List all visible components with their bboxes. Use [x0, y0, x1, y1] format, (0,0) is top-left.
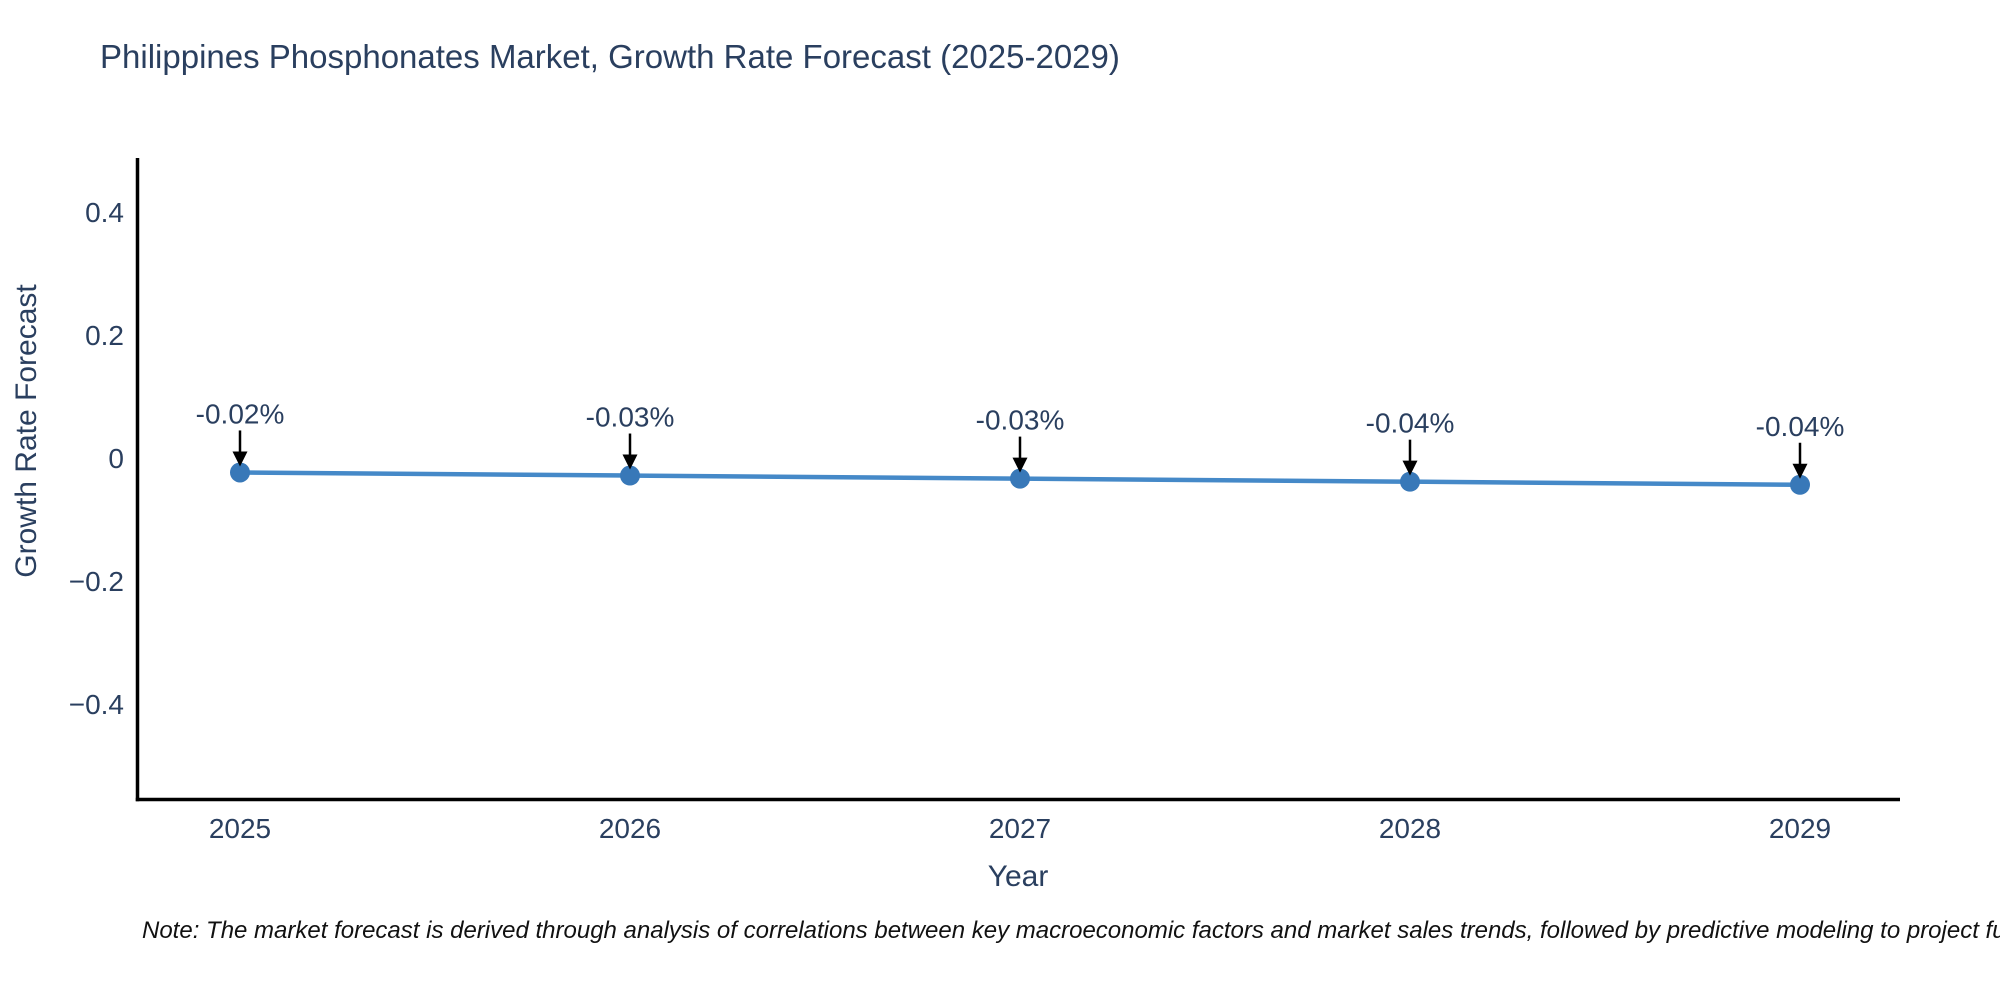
- chart-title: Philippines Phosphonates Market, Growth …: [100, 38, 1120, 75]
- data-point-marker: [1400, 471, 1420, 492]
- data-point-marker: [230, 462, 250, 483]
- data-point-label: -0.03%: [586, 402, 675, 433]
- data-point-marker: [1010, 468, 1030, 489]
- data-point-label: -0.04%: [1366, 408, 1455, 439]
- data-point-label: -0.04%: [1756, 411, 1845, 442]
- data-point-label: -0.03%: [976, 405, 1065, 436]
- x-tick-label: 2029: [1769, 813, 1831, 844]
- x-tick-label: 2025: [209, 813, 271, 844]
- data-point-label: -0.02%: [196, 398, 285, 429]
- data-point-marker: [620, 465, 640, 486]
- data-point-marker: [1790, 474, 1810, 495]
- y-axis-title: Growth Rate Forecast: [10, 284, 43, 578]
- y-tick-label: −0.4: [69, 689, 124, 720]
- x-tick-label: 2026: [599, 813, 661, 844]
- x-tick-label: 2027: [989, 813, 1051, 844]
- x-tick-label: 2028: [1379, 813, 1441, 844]
- annotation-arrowhead: [622, 454, 638, 470]
- annotation-arrowhead: [1792, 463, 1808, 479]
- annotation-arrowhead: [1012, 457, 1028, 473]
- annotation-arrowhead: [1402, 460, 1418, 476]
- y-tick-label: 0.4: [85, 197, 124, 228]
- y-tick-label: 0.2: [85, 320, 124, 351]
- footnote: Note: The market forecast is derived thr…: [142, 917, 2000, 944]
- y-tick-label: 0: [108, 443, 124, 474]
- y-tick-label: −0.2: [69, 566, 124, 597]
- x-axis-title: Year: [987, 860, 1049, 893]
- annotation-arrowhead: [232, 451, 248, 467]
